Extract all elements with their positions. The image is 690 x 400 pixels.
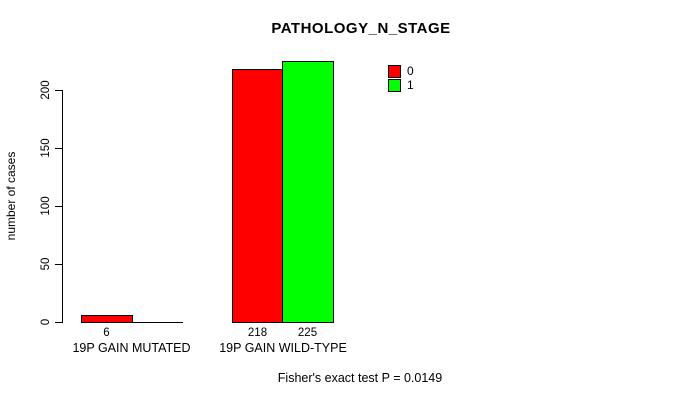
y-tick bbox=[55, 148, 63, 149]
bar-1-1 bbox=[282, 61, 334, 323]
y-tick bbox=[55, 90, 63, 91]
y-tick bbox=[55, 206, 63, 207]
bar-value-label: 218 bbox=[247, 327, 268, 339]
y-tick-label: 150 bbox=[40, 138, 52, 158]
y-tick-label: 50 bbox=[40, 257, 52, 271]
bar-value-label: 6 bbox=[103, 327, 110, 339]
x-category-label: 19P GAIN MUTATED bbox=[72, 341, 191, 355]
legend-label: 1 bbox=[407, 78, 414, 92]
y-tick-label: 0 bbox=[40, 318, 52, 326]
chart-title: PATHOLOGY_N_STAGE bbox=[271, 20, 451, 37]
y-tick-label: 100 bbox=[40, 196, 52, 216]
y-tick bbox=[55, 322, 63, 323]
y-tick bbox=[55, 264, 63, 265]
legend-label: 0 bbox=[407, 64, 414, 78]
x-category-label: 19P GAIN WILD-TYPE bbox=[219, 341, 347, 355]
legend-item-1: 1 bbox=[388, 79, 414, 92]
bar-zero-1-0 bbox=[131, 322, 183, 323]
bar-0-0 bbox=[81, 315, 133, 323]
legend-swatch-1 bbox=[388, 79, 401, 92]
bar-0-1 bbox=[232, 69, 284, 323]
legend-item-0: 0 bbox=[388, 65, 414, 78]
annotation-fisher-test: Fisher's exact test P = 0.0149 bbox=[277, 371, 443, 385]
legend-swatch-0 bbox=[388, 65, 401, 78]
y-tick-label: 200 bbox=[40, 80, 52, 100]
y-axis-label: number of cases bbox=[4, 151, 18, 241]
bar-value-label: 225 bbox=[297, 327, 318, 339]
